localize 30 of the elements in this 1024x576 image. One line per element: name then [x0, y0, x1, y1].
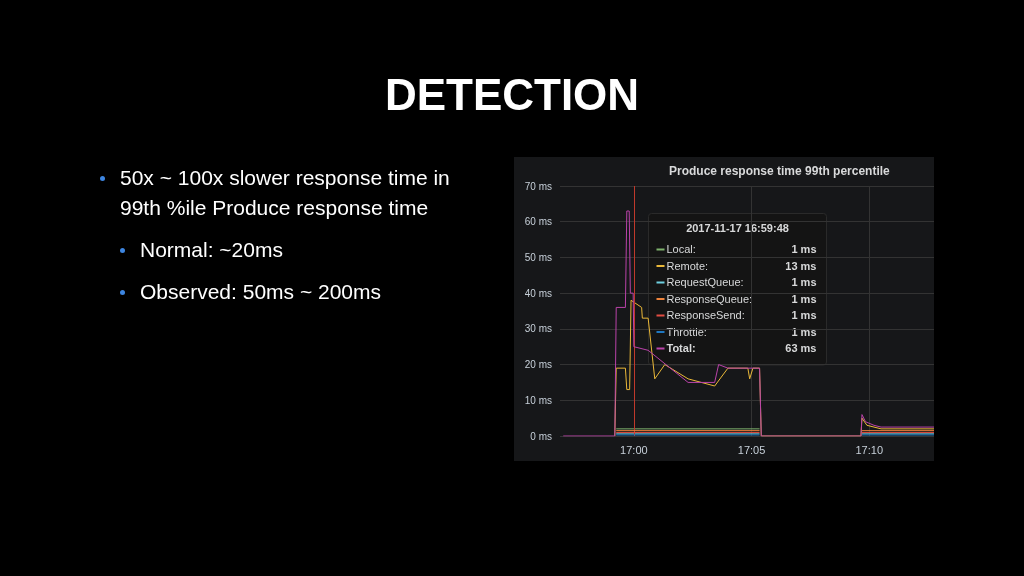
chart-subtitle: Produce response time 99th percentile [669, 164, 891, 178]
y-tick-label: 30 ms [524, 323, 552, 335]
text: Observed: 50ms ~ 200ms [140, 279, 383, 305]
legend-label: Total: [666, 342, 696, 354]
annotation: 13 ms [785, 259, 817, 272]
annotation: 1 ms [791, 309, 817, 321]
legend-label: RequestQueue: [666, 276, 744, 288]
y-tick-label: 0 ms [530, 430, 552, 442]
y-tick-label: 10 ms [524, 394, 552, 406]
legend-label: Remote: [666, 259, 709, 272]
annotation: 1 ms [791, 276, 817, 288]
legend-label: ResponseSend: [666, 309, 745, 321]
y-tick-label: 40 ms [524, 287, 552, 299]
y-tick-label: 70 ms [524, 180, 552, 192]
line-series [562, 210, 934, 437]
x-tick-label: 17:10 [855, 443, 884, 456]
text: Normal: ~20ms [140, 237, 284, 263]
legend-label: Local: [666, 243, 696, 255]
y-tick-label: 20 ms [524, 359, 552, 371]
annotation: 1 ms [791, 292, 817, 305]
x-tick-label: 17:00 [620, 443, 648, 456]
annotation: 1 ms [791, 243, 817, 255]
y-tick-label: 60 ms [524, 216, 552, 228]
chart-title: DETECTION [383, 70, 641, 120]
text: 50x ~ 100x slower response time in 99th %ile Produce response time [120, 165, 451, 221]
annotation: 2017-11-17 16:59:48 [686, 222, 789, 234]
y-tick-label: 50 ms [524, 251, 552, 263]
x-tick-label: 17:05 [737, 443, 766, 456]
annotation: 63 ms [785, 342, 817, 354]
legend-label: ResponseQueue: [666, 292, 753, 305]
